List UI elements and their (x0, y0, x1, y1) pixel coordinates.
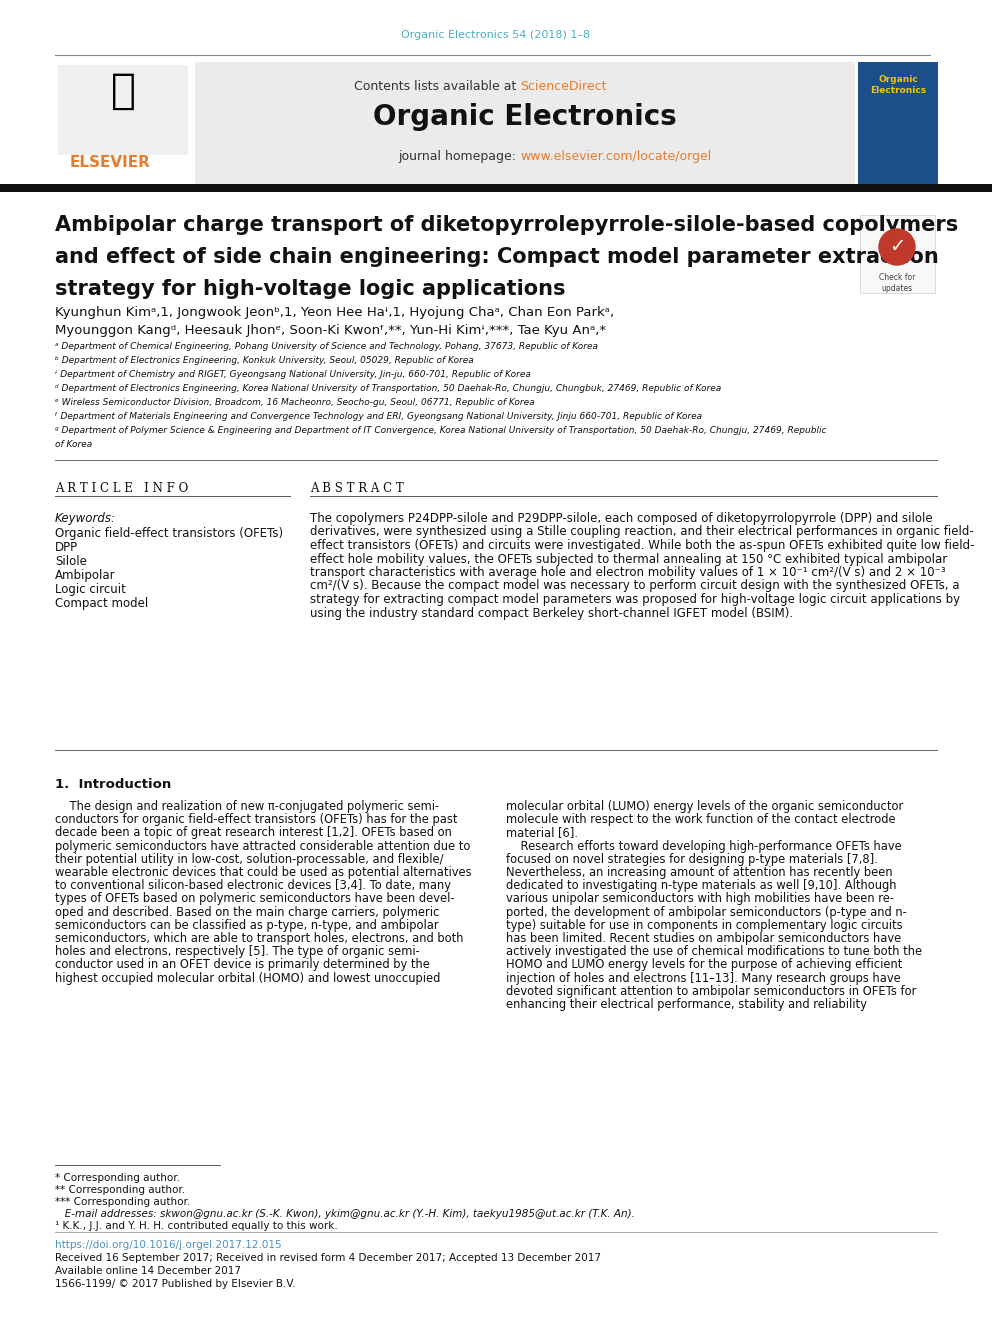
Text: 🌳: 🌳 (110, 70, 136, 112)
Text: Organic
Electronics: Organic Electronics (870, 75, 927, 95)
Text: conductor used in an OFET device is primarily determined by the: conductor used in an OFET device is prim… (55, 958, 430, 971)
Text: A R T I C L E   I N F O: A R T I C L E I N F O (55, 482, 188, 495)
Text: Nevertheless, an increasing amount of attention has recently been: Nevertheless, an increasing amount of at… (506, 867, 893, 878)
Text: conductors for organic field-effect transistors (OFETs) has for the past: conductors for organic field-effect tran… (55, 814, 457, 826)
Text: to conventional silicon-based electronic devices [3,4]. To date, many: to conventional silicon-based electronic… (55, 880, 451, 892)
Text: holes and electrons, respectively [5]. The type of organic semi-: holes and electrons, respectively [5]. T… (55, 945, 420, 958)
Text: types of OFETs based on polymeric semiconductors have been devel-: types of OFETs based on polymeric semico… (55, 893, 454, 905)
Text: molecule with respect to the work function of the contact electrode: molecule with respect to the work functi… (506, 814, 896, 826)
Text: ScienceDirect: ScienceDirect (520, 79, 606, 93)
Text: semiconductors can be classified as p-type, n-type, and ambipolar: semiconductors can be classified as p-ty… (55, 918, 438, 931)
Text: ported, the development of ambipolar semiconductors (p-type and n-: ported, the development of ambipolar sem… (506, 906, 907, 918)
Text: *** Corresponding author.: *** Corresponding author. (55, 1197, 190, 1207)
Bar (860, 216, 935, 292)
Text: ᶠ Department of Materials Engineering and Convergence Technology and ERI, Gyeong: ᶠ Department of Materials Engineering an… (55, 411, 702, 421)
Text: derivatives, were synthesized using a Stille coupling reaction, and their electr: derivatives, were synthesized using a St… (310, 525, 974, 538)
Text: Logic circuit: Logic circuit (55, 583, 126, 595)
Text: Available online 14 December 2017: Available online 14 December 2017 (55, 1266, 241, 1275)
Text: and effect of side chain engineering: Compact model parameter extraction: and effect of side chain engineering: Co… (55, 247, 938, 267)
Text: ᵇ Department of Electronics Engineering, Konkuk University, Seoul, 05029, Republ: ᵇ Department of Electronics Engineering,… (55, 356, 474, 365)
Text: Ambipolar: Ambipolar (55, 569, 116, 582)
Text: Myounggon Kangᵈ, Heesauk Jhonᵉ, Soon-Ki Kwonᶠ,**, Yun-Hi Kimᶤ,***, Tae Kyu Anᵃ,*: Myounggon Kangᵈ, Heesauk Jhonᵉ, Soon-Ki … (55, 324, 606, 337)
Text: Ambipolar charge transport of diketopyrrolepyrrole-silole-based copolymers: Ambipolar charge transport of diketopyrr… (55, 216, 958, 235)
Text: using the industry standard compact Berkeley short-channel IGFET model (BSIM).: using the industry standard compact Berk… (310, 606, 794, 619)
Text: devoted significant attention to ambipolar semiconductors in OFETs for: devoted significant attention to ambipol… (506, 984, 917, 998)
Text: The copolymers P24DPP-silole and P29DPP-silole, each composed of diketopyrrolopy: The copolymers P24DPP-silole and P29DPP-… (310, 512, 932, 525)
Text: E-mail addresses: skwon@gnu.ac.kr (S.-K. Kwon), ykim@gnu.ac.kr (Y.-H. Kim), taek: E-mail addresses: skwon@gnu.ac.kr (S.-K.… (55, 1209, 635, 1218)
Text: Received 16 September 2017; Received in revised form 4 December 2017; Accepted 1: Received 16 September 2017; Received in … (55, 1253, 601, 1263)
Text: wearable electronic devices that could be used as potential alternatives: wearable electronic devices that could b… (55, 867, 471, 878)
Text: strategy for extracting compact model parameters was proposed for high-voltage l: strategy for extracting compact model pa… (310, 593, 960, 606)
Text: HOMO and LUMO energy levels for the purpose of achieving efficient: HOMO and LUMO energy levels for the purp… (506, 958, 903, 971)
Text: Silole: Silole (55, 556, 87, 568)
Text: DPP: DPP (55, 541, 78, 554)
Text: various unipolar semiconductors with high mobilities have been re-: various unipolar semiconductors with hig… (506, 893, 894, 905)
Bar (195, 62, 855, 187)
Text: dedicated to investigating n-type materials as well [9,10]. Although: dedicated to investigating n-type materi… (506, 880, 897, 892)
Text: journal homepage:: journal homepage: (398, 149, 520, 163)
Text: 1566-1199/ © 2017 Published by Elsevier B.V.: 1566-1199/ © 2017 Published by Elsevier … (55, 1279, 296, 1289)
Text: Organic Electronics: Organic Electronics (373, 103, 677, 131)
Text: type) suitable for use in components in complementary logic circuits: type) suitable for use in components in … (506, 918, 903, 931)
Text: decade been a topic of great research interest [1,2]. OFETs based on: decade been a topic of great research in… (55, 827, 452, 839)
Text: Research efforts toward developing high-performance OFETs have: Research efforts toward developing high-… (506, 840, 902, 852)
Text: Check for
updates: Check for updates (879, 273, 916, 294)
Bar (58, 65, 188, 155)
Text: 1.  Introduction: 1. Introduction (55, 778, 172, 791)
Text: highest occupied molecular orbital (HOMO) and lowest unoccupied: highest occupied molecular orbital (HOMO… (55, 971, 440, 984)
Text: ¹ K.K., J.J. and Y. H. H. contributed equally to this work.: ¹ K.K., J.J. and Y. H. H. contributed eq… (55, 1221, 337, 1230)
Text: strategy for high-voltage logic applications: strategy for high-voltage logic applicat… (55, 279, 565, 299)
Text: A B S T R A C T: A B S T R A C T (310, 482, 404, 495)
Bar (858, 62, 938, 187)
Text: focused on novel strategies for designing p-type materials [7,8].: focused on novel strategies for designin… (506, 853, 878, 865)
Text: enhancing their electrical performance, stability and reliability: enhancing their electrical performance, … (506, 998, 867, 1011)
Text: has been limited. Recent studies on ambipolar semiconductors have: has been limited. Recent studies on ambi… (506, 931, 902, 945)
Text: * Corresponding author.: * Corresponding author. (55, 1174, 180, 1183)
Text: www.elsevier.com/locate/orgel: www.elsevier.com/locate/orgel (520, 149, 711, 163)
Text: transport characteristics with average hole and electron mobility values of 1 × : transport characteristics with average h… (310, 566, 945, 579)
Text: ᵃ Department of Chemical Engineering, Pohang University of Science and Technolog: ᵃ Department of Chemical Engineering, Po… (55, 343, 598, 351)
Text: material [6].: material [6]. (506, 827, 578, 839)
Text: effect hole mobility values, the OFETs subjected to thermal annealing at 150 °C : effect hole mobility values, the OFETs s… (310, 553, 947, 565)
Bar (0, 184, 992, 192)
Text: oped and described. Based on the main charge carriers, polymeric: oped and described. Based on the main ch… (55, 906, 439, 918)
Text: cm²/(V s). Because the compact model was necessary to perform circuit design wit: cm²/(V s). Because the compact model was… (310, 579, 959, 593)
Text: actively investigated the use of chemical modifications to tune both the: actively investigated the use of chemica… (506, 945, 923, 958)
Text: ᵉ Wireless Semiconductor Division, Broadcom, 16 Macheonro, Seocho-gu, Seoul, 067: ᵉ Wireless Semiconductor Division, Broad… (55, 398, 535, 407)
Text: molecular orbital (LUMO) energy levels of the organic semiconductor: molecular orbital (LUMO) energy levels o… (506, 800, 904, 814)
Text: ** Corresponding author.: ** Corresponding author. (55, 1185, 186, 1195)
Text: semiconductors, which are able to transport holes, electrons, and both: semiconductors, which are able to transp… (55, 931, 463, 945)
Text: Compact model: Compact model (55, 597, 148, 610)
Text: effect transistors (OFETs) and circuits were investigated. While both the as-spu: effect transistors (OFETs) and circuits … (310, 538, 974, 552)
Text: polymeric semiconductors have attracted considerable attention due to: polymeric semiconductors have attracted … (55, 840, 470, 852)
Text: injection of holes and electrons [11–13]. Many research groups have: injection of holes and electrons [11–13]… (506, 971, 901, 984)
Text: Organic field-effect transistors (OFETs): Organic field-effect transistors (OFETs) (55, 527, 283, 540)
Text: ᶤ Department of Chemistry and RIGET, Gyeongsang National University, Jin-ju, 660: ᶤ Department of Chemistry and RIGET, Gye… (55, 370, 531, 378)
Text: ᵍ Department of Polymer Science & Engineering and Department of IT Convergence, : ᵍ Department of Polymer Science & Engine… (55, 426, 826, 435)
Text: of Korea: of Korea (55, 441, 92, 448)
Text: Contents lists available at: Contents lists available at (353, 79, 520, 93)
Circle shape (879, 229, 915, 265)
Text: https://doi.org/10.1016/j.orgel.2017.12.015: https://doi.org/10.1016/j.orgel.2017.12.… (55, 1240, 282, 1250)
Text: ᵈ Department of Electronics Engineering, Korea National University of Transporta: ᵈ Department of Electronics Engineering,… (55, 384, 721, 393)
Text: Keywords:: Keywords: (55, 512, 116, 525)
Text: Organic Electronics 54 (2018) 1–8: Organic Electronics 54 (2018) 1–8 (402, 30, 590, 40)
Text: Kyunghun Kimᵃ,1, Jongwook Jeonᵇ,1, Yeon Hee Haᶤ,1, Hyojung Chaᵃ, Chan Eon Parkᵃ,: Kyunghun Kimᵃ,1, Jongwook Jeonᵇ,1, Yeon … (55, 306, 614, 319)
Text: ✓: ✓ (889, 238, 905, 257)
Text: The design and realization of new π-conjugated polymeric semi-: The design and realization of new π-conj… (55, 800, 439, 814)
Text: ELSEVIER: ELSEVIER (69, 155, 151, 169)
Text: their potential utility in low-cost, solution-processable, and flexible/: their potential utility in low-cost, sol… (55, 853, 443, 865)
